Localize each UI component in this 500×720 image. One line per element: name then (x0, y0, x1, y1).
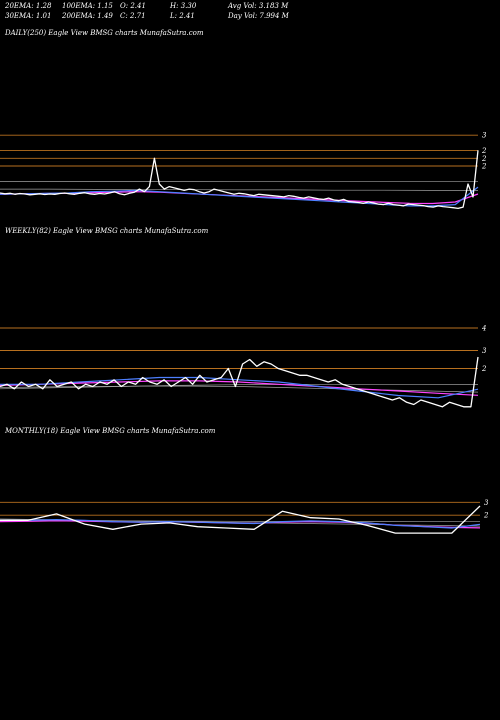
weekly-panel-label: WEEKLY(82) Eagle View BMSG charts Munafa… (5, 227, 209, 235)
daily-price-line (0, 150, 479, 210)
daily-y-tick-1: 2 (481, 147, 487, 155)
header-open: O: 2.41 (120, 2, 146, 10)
daily-panel-label: DAILY(250) Eagle View BMSG charts Munafa… (5, 29, 204, 37)
daily-y-tick-2: 2 (481, 155, 487, 163)
weekly-ema200-line (0, 383, 479, 390)
header-ema200: 200EMA: 1.49 (62, 12, 113, 20)
weekly-y-tick-1: 3 (482, 347, 487, 355)
daily-y-tick-0: 3 (482, 132, 487, 140)
daily-y-tick-3: 2 (481, 163, 487, 171)
header-ema20: 20EMA: 1.28 (5, 2, 52, 10)
weekly-ema20-line (0, 376, 479, 399)
header-day-vol: Day Vol: 7.994 M (228, 12, 289, 20)
header-high: H: 3.30 (170, 2, 197, 10)
monthly-price-line (0, 505, 481, 534)
weekly-ema100-line (0, 385, 479, 393)
weekly-y-tick-2: 2 (481, 365, 487, 373)
header-ema100: 100EMA: 1.15 (62, 2, 113, 10)
weekly-ema30-line (0, 380, 479, 396)
monthly-chart: 32 (0, 499, 489, 534)
monthly-y-tick-0: 3 (484, 499, 489, 507)
weekly-price-line (0, 356, 479, 408)
header-avg-vol: Avg Vol: 3.183 M (228, 2, 289, 10)
daily-ema100-line (0, 188, 478, 191)
header-low: L: 2.41 (170, 12, 195, 20)
monthly-ema20-line (0, 518, 481, 529)
monthly-y-tick-1: 2 (483, 512, 489, 520)
header-ema30: 30EMA: 1.01 (5, 12, 52, 20)
weekly-chart: 4 3 2 (0, 325, 487, 408)
monthly-panel-label: MONTHLY(18) Eagle View BMSG charts Munaf… (5, 427, 216, 435)
weekly-y-tick-0: 4 (481, 325, 486, 333)
header-close: C: 2.71 (120, 12, 146, 20)
